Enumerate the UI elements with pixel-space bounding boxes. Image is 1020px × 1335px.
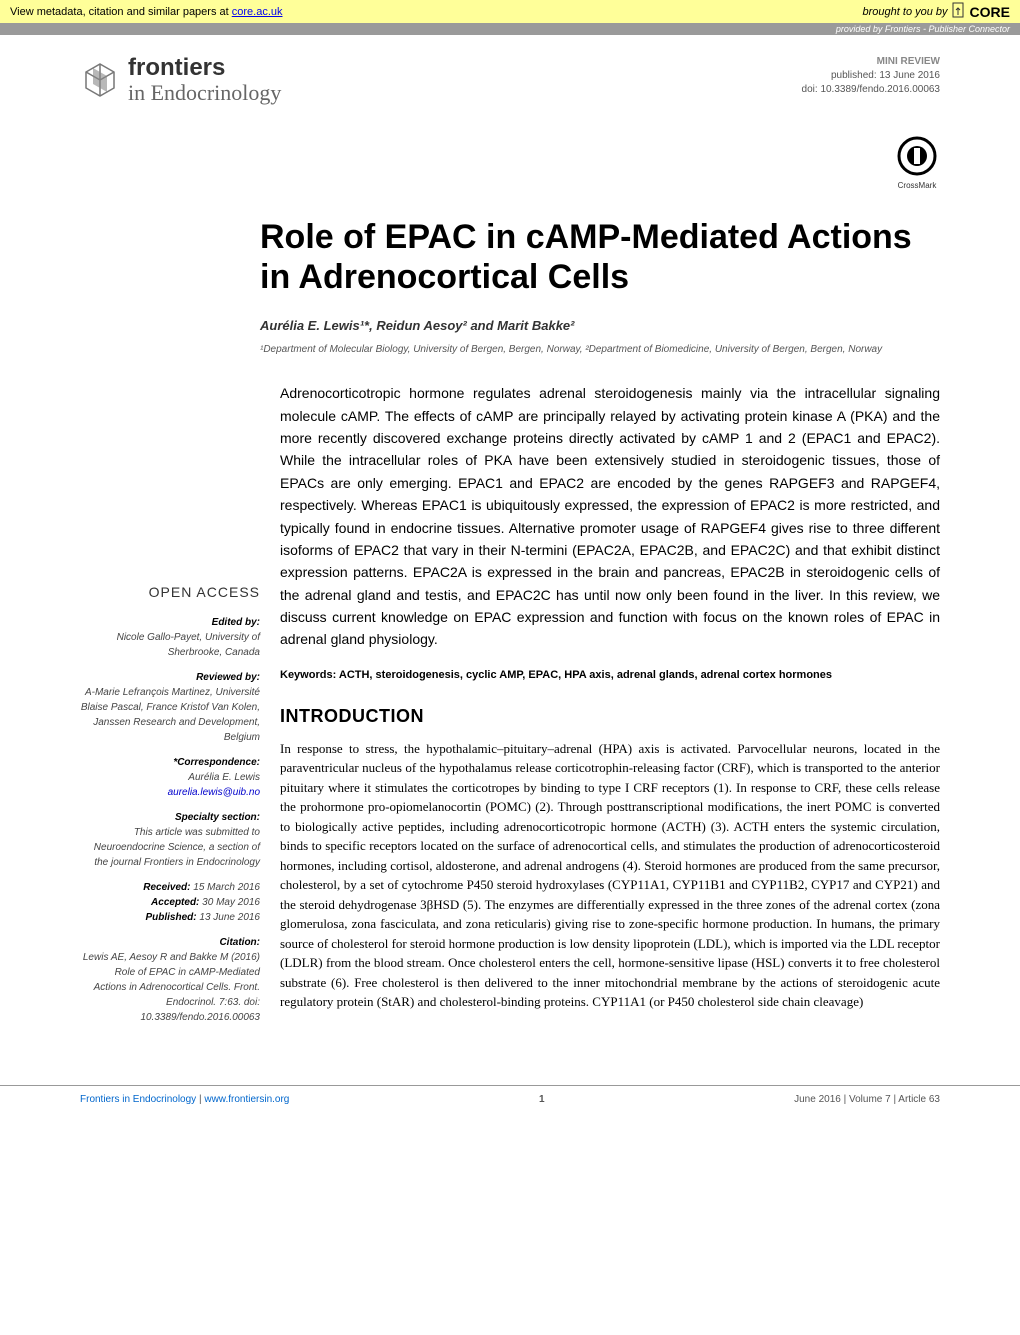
footer-journal-link[interactable]: Frontiers in Endocrinology <box>80 1094 196 1105</box>
published-date-side: 13 June 2016 <box>197 912 260 923</box>
correspondence-name: Aurélia E. Lewis <box>80 770 260 785</box>
footer-url-link[interactable]: www.frontiersin.org <box>204 1094 289 1105</box>
footer-page-number: 1 <box>539 1094 545 1105</box>
correspondence-email[interactable]: aurelia.lewis@uib.no <box>168 787 260 798</box>
frontiers-cube-icon <box>80 60 120 100</box>
doi-line: doi: 10.3389/fendo.2016.00063 <box>802 83 940 97</box>
journal-bottom: in Endocrinology <box>128 81 281 105</box>
core-banner-left: View metadata, citation and similar pape… <box>10 6 283 18</box>
header-meta: MINI REVIEW published: 13 June 2016 doi:… <box>802 55 940 97</box>
core-doc-icon <box>952 2 966 21</box>
header-row: frontiers in Endocrinology MINI REVIEW p… <box>80 55 940 106</box>
crossmark-icon: CrossMark <box>894 136 940 197</box>
provided-by-bar: provided by Frontiers - Publisher Connec… <box>0 23 1020 35</box>
open-access-label: OPEN ACCESS <box>80 582 260 603</box>
core-logo: CORE <box>970 4 1010 20</box>
introduction-body: In response to stress, the hypothalamic–… <box>280 739 940 1012</box>
sidebar: OPEN ACCESS Edited by: Nicole Gallo-Paye… <box>80 382 260 1025</box>
core-banner-right: brought to you by CORE <box>863 2 1010 21</box>
core-link[interactable]: core.ac.uk <box>232 6 283 18</box>
accepted-date: 30 May 2016 <box>199 897 260 908</box>
authors: Aurélia E. Lewis¹*, Reidun Aesoy² and Ma… <box>260 318 940 333</box>
core-banner: View metadata, citation and similar pape… <box>0 0 1020 23</box>
article-title: Role of EPAC in cAMP-Mediated Actions in… <box>260 217 940 299</box>
published-label-side: Published: <box>145 912 196 923</box>
received-date: 15 March 2016 <box>191 882 261 893</box>
footer-right: June 2016 | Volume 7 | Article 63 <box>794 1094 940 1105</box>
core-banner-prefix: View metadata, citation and similar pape… <box>10 6 232 18</box>
footer-left: Frontiers in Endocrinology | www.frontie… <box>80 1094 289 1105</box>
core-brought-by: brought to you by <box>863 6 948 18</box>
doi-value: 10.3389/fendo.2016.00063 <box>820 84 940 95</box>
main-column: Adrenocorticotropic hormone regulates ad… <box>280 382 940 1025</box>
published-line: published: 13 June 2016 <box>802 69 940 83</box>
citation-label: Citation: <box>80 935 260 950</box>
specialty-label: Specialty section: <box>80 810 260 825</box>
dates-block: Received: 15 March 2016 Accepted: 30 May… <box>80 880 260 925</box>
specialty-body: This article was submitted to Neuroendoc… <box>80 825 260 870</box>
reviewed-by-label: Reviewed by: <box>80 670 260 685</box>
review-type: MINI REVIEW <box>802 55 940 69</box>
published-label: published: <box>831 70 879 81</box>
journal-top: frontiers <box>128 55 281 81</box>
accepted-label: Accepted: <box>151 897 199 908</box>
svg-text:CrossMark: CrossMark <box>898 181 938 190</box>
journal-name: frontiers in Endocrinology <box>128 55 281 106</box>
edited-by-body: Nicole Gallo-Payet, University of Sherbr… <box>80 630 260 660</box>
correspondence-label: *Correspondence: <box>80 755 260 770</box>
reviewed-by-body: A-Marie Lefrançois Martinez, Université … <box>80 685 260 745</box>
edited-by-label: Edited by: <box>80 615 260 630</box>
journal-logo: frontiers in Endocrinology <box>80 55 281 106</box>
crossmark-badge[interactable]: CrossMark <box>80 136 940 197</box>
published-date: 13 June 2016 <box>879 70 940 81</box>
citation-body: Lewis AE, Aesoy R and Bakke M (2016) Rol… <box>80 950 260 1025</box>
doi-label: doi: <box>802 84 821 95</box>
received-label: Received: <box>143 882 190 893</box>
abstract: Adrenocorticotropic hormone regulates ad… <box>280 382 940 651</box>
affiliations: ¹Department of Molecular Biology, Univer… <box>260 343 940 357</box>
page-footer: Frontiers in Endocrinology | www.frontie… <box>0 1085 1020 1113</box>
keywords: Keywords: ACTH, steroidogenesis, cyclic … <box>280 669 940 681</box>
section-heading-introduction: INTRODUCTION <box>280 706 940 727</box>
